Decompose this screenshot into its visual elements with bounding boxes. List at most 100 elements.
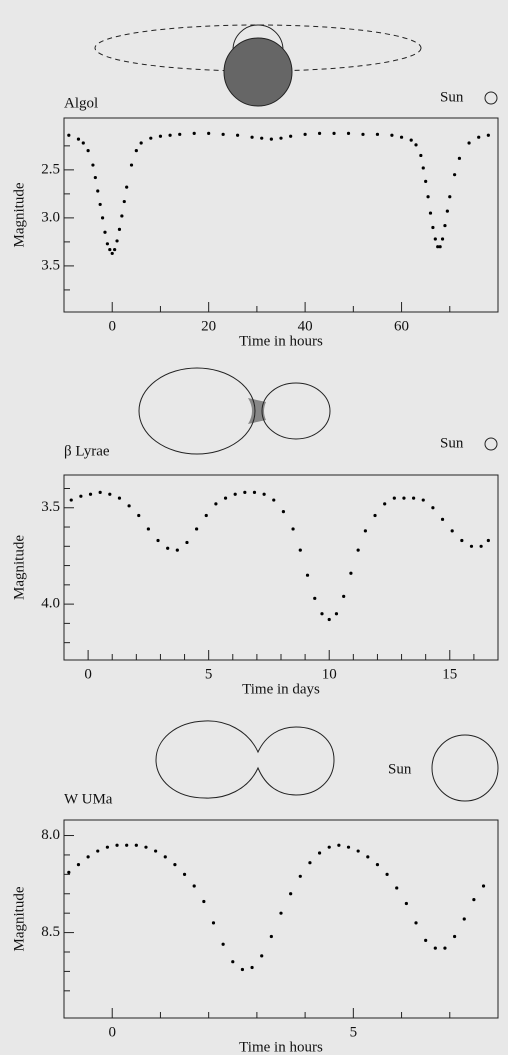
data-point (440, 517, 445, 521)
data-point (154, 849, 158, 853)
data-point (453, 934, 457, 939)
data-point (110, 251, 114, 256)
data-point (414, 921, 418, 925)
data-point (149, 136, 153, 140)
data-point (450, 529, 454, 533)
data-point (221, 942, 225, 946)
data-point (214, 502, 218, 506)
data-point (233, 492, 237, 496)
data-point (96, 849, 100, 853)
x-tick-label: 0 (108, 1024, 116, 1040)
primary-star (138, 367, 256, 455)
data-point (88, 492, 93, 496)
x-tick-label: 15 (442, 666, 457, 682)
data-point (231, 960, 235, 964)
data-point (117, 227, 122, 232)
data-point (327, 617, 331, 622)
data-point (462, 917, 466, 921)
data-point (356, 849, 360, 853)
data-point (289, 134, 293, 138)
data-point (236, 133, 240, 137)
data-point (79, 494, 83, 498)
y-tick-label: 2.5 (41, 161, 60, 177)
data-point (105, 845, 109, 849)
y-tick-label: 8.5 (41, 924, 60, 940)
data-point (308, 861, 312, 865)
data-point (137, 513, 141, 518)
data-point (156, 538, 160, 543)
data-point (252, 490, 257, 494)
y-tick-label: 3.5 (41, 257, 60, 273)
data-point (192, 131, 196, 135)
secondary-star (261, 382, 331, 440)
data-point (428, 211, 433, 215)
sun-label: Sun (440, 435, 464, 451)
data-point (426, 195, 430, 199)
data-point (346, 131, 351, 135)
data-point (260, 954, 264, 958)
data-point (298, 874, 302, 878)
data-point (125, 843, 129, 847)
orbit (94, 24, 422, 72)
data-point (144, 845, 148, 849)
data-point (250, 965, 254, 970)
data-point (486, 133, 490, 137)
data-point (431, 506, 435, 510)
data-point (163, 855, 167, 859)
data-point (134, 843, 138, 847)
chart-title: β Lyrae (64, 443, 110, 459)
data-point (477, 135, 481, 139)
y-tick-label: 3.0 (41, 209, 60, 225)
data-point (472, 897, 476, 902)
data-point (457, 156, 462, 160)
data-point (67, 133, 71, 137)
data-point (392, 496, 396, 500)
x-tick-label: 0 (84, 666, 92, 682)
sun-label: Sun (388, 761, 412, 777)
x-tick-label: 20 (201, 318, 216, 334)
plot-frame (63, 474, 499, 661)
x-tick-label: 40 (298, 318, 313, 334)
data-point (431, 225, 435, 230)
data-point (202, 899, 206, 904)
data-point (453, 173, 457, 177)
data-point (373, 513, 377, 518)
data-point (86, 149, 90, 153)
data-point (113, 247, 117, 252)
data-point (390, 133, 394, 137)
data-point (105, 242, 109, 246)
chart-title: Algol (64, 95, 98, 111)
data-point (399, 135, 404, 139)
data-point (424, 938, 428, 942)
data-point (240, 967, 245, 972)
data-point (460, 538, 464, 543)
data-point (129, 163, 134, 167)
data-point (404, 901, 408, 906)
data-point (76, 863, 81, 867)
data-point (134, 149, 138, 153)
data-point (467, 141, 471, 145)
data-point (342, 594, 346, 599)
data-point (272, 498, 276, 502)
data-point (81, 141, 85, 145)
data-point (334, 612, 339, 616)
data-point (96, 189, 100, 193)
x-tick-label: 60 (394, 318, 409, 334)
data-point (317, 851, 322, 855)
data-point (414, 143, 418, 147)
data-point (443, 946, 447, 950)
contact-binary (155, 720, 335, 799)
data-point (479, 544, 483, 548)
data-point (221, 132, 225, 136)
data-point (412, 496, 416, 500)
data-point (269, 137, 273, 141)
x-axis-label: Time in days (242, 681, 320, 697)
data-point (173, 863, 177, 867)
data-point (448, 195, 452, 199)
data-point (122, 199, 126, 204)
data-point (346, 845, 351, 849)
data-point (178, 132, 182, 136)
data-point (158, 134, 163, 138)
data-point (69, 498, 73, 502)
